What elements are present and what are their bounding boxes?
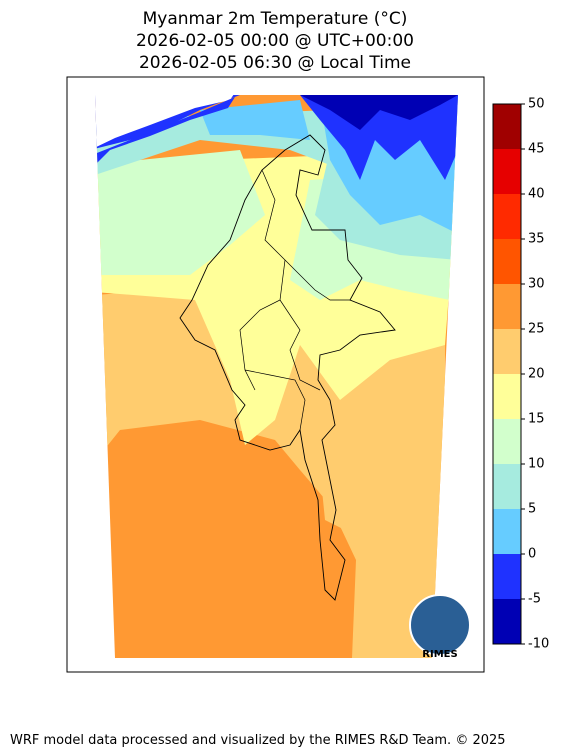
colorbar-segment — [493, 509, 521, 554]
colorbar-segment — [493, 374, 521, 419]
colorbar-segment — [493, 104, 521, 149]
tick-label: 10 — [528, 457, 545, 472]
title-line: 2026-02-05 00:00 @ UTC+00:00 — [136, 31, 414, 51]
colorbar-segment — [493, 464, 521, 509]
tick-label: 40 — [528, 187, 545, 202]
tick-label: 45 — [528, 142, 545, 157]
map: RIMES — [95, 95, 471, 660]
temp-region — [320, 470, 350, 530]
tick-label: 25 — [528, 322, 545, 337]
temp-region — [95, 150, 265, 275]
tick-label: 20 — [528, 367, 545, 382]
no-data — [95, 95, 240, 150]
colorbar: -10 -5 0 5 10 15 20 25 30 35 40 45 50 — [493, 97, 549, 652]
tick-label: 5 — [528, 502, 536, 517]
colorbar-segment — [493, 194, 521, 239]
temp-region — [200, 100, 310, 140]
map-frame — [66, 76, 485, 673]
colorbar-segment — [493, 419, 521, 464]
colorbar-frame — [492, 103, 522, 645]
colorbar-segment — [493, 284, 521, 329]
title-line: Myanmar 2m Temperature (°C) — [143, 9, 408, 29]
temp-region — [95, 97, 235, 165]
colorbar-segment — [493, 239, 521, 284]
state-border — [239, 169, 350, 431]
tick-label: -10 — [528, 637, 549, 652]
logo-text: RIMES — [422, 649, 457, 660]
colorbar-segment — [493, 149, 521, 194]
colorbar-segment — [493, 599, 521, 644]
tick-label: 30 — [528, 277, 545, 292]
temp-region — [230, 95, 458, 130]
tick-label: 35 — [528, 232, 545, 247]
tick-label: -5 — [528, 592, 541, 607]
logo-emblem — [409, 594, 471, 656]
tick-label: 15 — [528, 412, 545, 427]
country-border — [179, 134, 396, 601]
tick-label: 0 — [528, 547, 536, 562]
colorbar-segment — [493, 329, 521, 374]
title-line: 2026-02-05 06:30 @ Local Time — [139, 53, 411, 73]
tick-label: 50 — [528, 97, 545, 112]
footer: WRF model data processed and visualized … — [10, 733, 506, 748]
colorbar-segment — [493, 554, 521, 599]
